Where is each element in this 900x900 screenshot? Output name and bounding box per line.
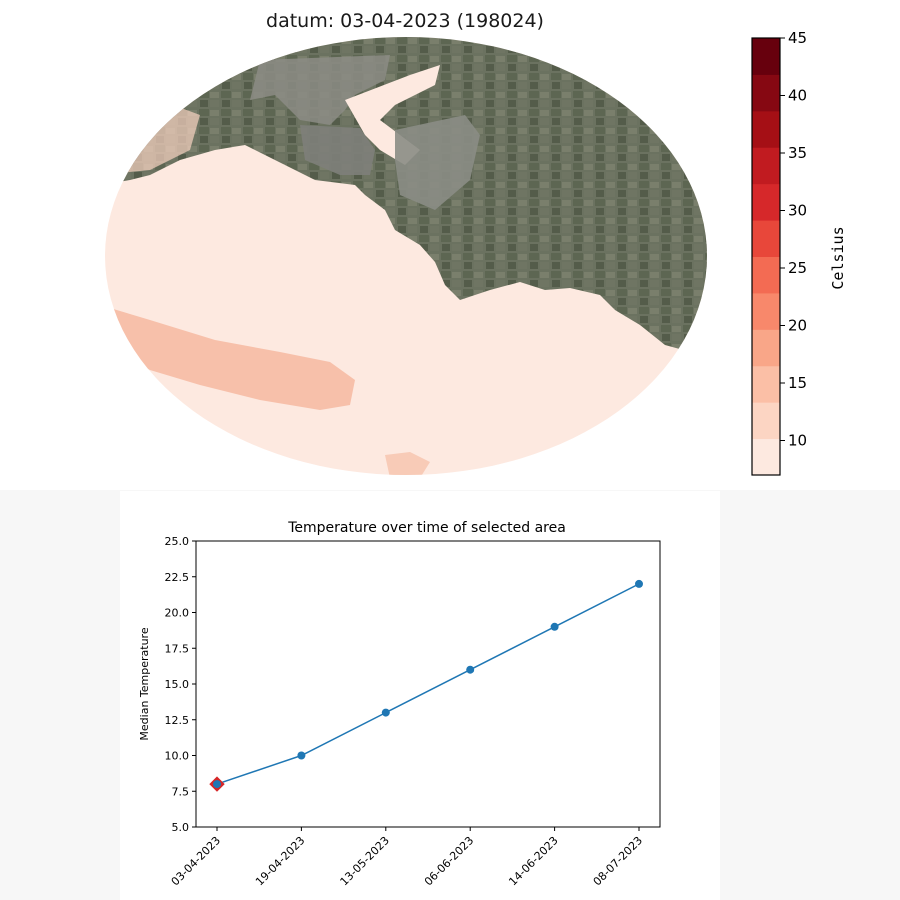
data-point[interactable] [550,622,559,631]
colorbar-cell [752,292,780,330]
x-axis-ticks: 03-04-2023 19-04-2023 13-05-2023 06-06-2023… [169,827,645,888]
colorbar-cell [752,147,780,185]
map-image [105,37,707,475]
y-tick-label: 5.0 [172,821,190,834]
x-tick-label: 19-04-2023 [253,834,307,888]
colorbar-tick-label: 35 [788,144,807,162]
harbour-basin [345,65,440,165]
x-tick-label: 08-07-2023 [591,834,645,888]
y-tick-label: 10.0 [165,750,190,763]
map-panel: datum: 03-04-2023 (198024) [0,0,847,490]
colorbar-tick-label: 10 [788,432,807,450]
colorbar-cell [752,74,780,112]
x-tick-label: 03-04-2023 [169,834,223,888]
y-tick-label: 17.5 [165,642,190,655]
warm-water-plume [105,305,355,410]
y-tick-label: 7.5 [172,785,190,798]
data-point[interactable] [381,708,390,717]
colorbar-cell [752,220,780,257]
colorbar-tick-label: 45 [788,30,807,47]
colorbar-tick-label: 15 [788,374,807,392]
line-chart: Temperature over time of selected area 5… [138,520,661,888]
plot-frame [195,540,661,828]
colorbar-cell [752,38,780,75]
harbour-area-2 [300,125,375,175]
harbour-area-3 [395,115,480,210]
series-layer [209,579,643,792]
harbour-area [250,55,390,125]
y-tick-label: 20.0 [165,607,190,620]
colorbar-tick-label: 30 [788,202,807,220]
colorbar-cell [752,365,780,403]
colorbar-cell [752,402,780,440]
colorbar-tick-label: 40 [788,87,807,105]
satellite-map[interactable] [0,0,740,490]
colorbar-tick-label: 25 [788,259,807,277]
colorbar-cell [752,256,780,294]
colorbar-cell [752,329,780,367]
y-axis-label: Median Temperature [138,627,151,740]
data-point[interactable] [213,780,221,789]
data-point[interactable] [635,579,643,588]
colorbar-tick-label: 20 [788,317,807,335]
colorbar-ticks: 45 40 35 30 25 20 15 10 [780,30,807,450]
data-point[interactable] [297,751,306,760]
colorbar-cells [752,38,780,476]
x-tick-label: 06-06-2023 [422,834,476,888]
x-tick-label: 13-05-2023 [338,834,392,888]
colorbar-cell [752,438,780,476]
warm-water-plume-2 [385,452,430,475]
series-line [216,583,640,785]
colorbar-frame [751,37,781,476]
y-tick-label: 22.5 [165,571,190,584]
colorbar-label: Celsius [829,226,847,289]
map-title: datum: 03-04-2023 (198024) [266,10,544,32]
y-axis-ticks: 5.0 7.5 10.0 12.5 15.0 17.5 20.0 22.5 25.0 [165,535,196,834]
chart-title: Temperature over time of selected area [287,520,566,536]
y-tick-label: 25.0 [165,535,190,548]
y-tick-label: 15.0 [165,678,190,691]
x-tick-label: 14-06-2023 [506,834,560,888]
colorbar: 45 40 35 30 25 20 15 10 Celsius [751,30,847,476]
y-tick-label: 12.5 [165,714,190,727]
data-point[interactable] [466,665,475,674]
chart-panel: Temperature over time of selected area 5… [120,491,720,900]
colorbar-cell [752,183,780,221]
colorbar-cell [752,110,780,148]
